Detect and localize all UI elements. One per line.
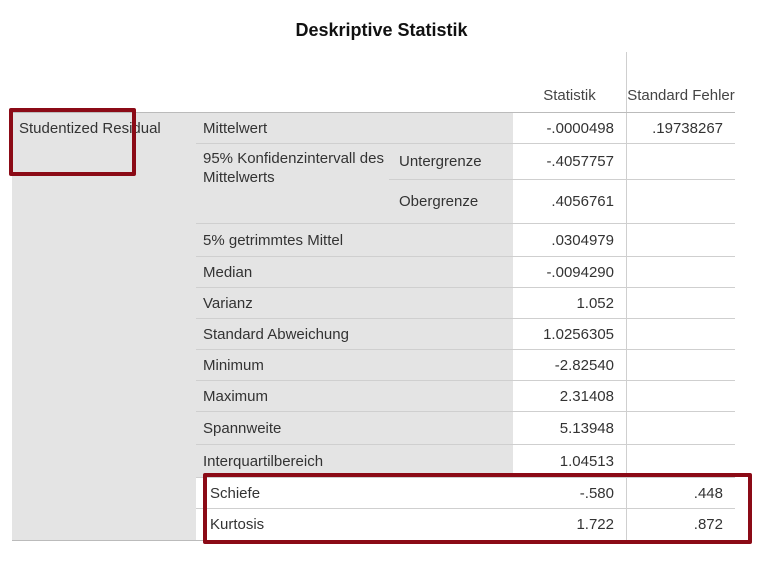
cell-stat-varianz: 1.052 — [513, 287, 626, 318]
cell-stat-mittelwert: -.0000498 — [513, 112, 626, 143]
cell-se-interquartilbereich — [626, 444, 735, 477]
cell-se-minimum — [626, 349, 735, 380]
table-bottom-rule — [12, 540, 735, 541]
header-statistik: Statistik — [513, 52, 626, 112]
cell-se-median — [626, 256, 735, 287]
cell-stat-kurtosis: 1.722 — [513, 508, 626, 540]
row-label-getrimmtes-mittel: 5% getrimmtes Mittel — [196, 223, 513, 256]
row-label-standard-abweichung: Standard Abweichung — [196, 318, 513, 349]
cell-stat-spannweite: 5.13948 — [513, 411, 626, 444]
header-standard-fehler: Standard Fehler — [626, 52, 735, 112]
row-label-konfidenzintervall: 95% Konfidenzintervall des Mittelwerts — [196, 143, 389, 223]
cell-se-obergrenze — [626, 179, 735, 223]
row-label-minimum: Minimum — [196, 349, 513, 380]
row-label-schiefe: Schiefe — [196, 477, 513, 508]
row-label-varianz: Varianz — [196, 287, 513, 318]
cell-se-getrimmtes-mittel — [626, 223, 735, 256]
cell-stat-interquartilbereich: 1.04513 — [513, 444, 626, 477]
cell-stat-getrimmtes-mittel: .0304979 — [513, 223, 626, 256]
row-label-untergrenze: Untergrenze — [389, 143, 513, 179]
cell-se-mittelwert: .19738267 — [626, 112, 735, 143]
row-label-median: Median — [196, 256, 513, 287]
cell-stat-median: -.0094290 — [513, 256, 626, 287]
table-title: Deskriptive Statistik — [295, 20, 468, 40]
cell-stat-maximum: 2.31408 — [513, 380, 626, 411]
cell-se-maximum — [626, 380, 735, 411]
cell-se-untergrenze — [626, 143, 735, 179]
row-label-interquartilbereich: Interquartilbereich — [196, 444, 513, 477]
row-label-kurtosis: Kurtosis — [196, 508, 513, 540]
cell-se-kurtosis: .872 — [626, 508, 735, 540]
cell-stat-minimum: -2.82540 — [513, 349, 626, 380]
row-label-mittelwert: Mittelwert — [196, 112, 513, 143]
cell-se-standard-abweichung — [626, 318, 735, 349]
cell-stat-untergrenze: -.4057757 — [513, 143, 626, 179]
row-label-spannweite: Spannweite — [196, 411, 513, 444]
row-label-obergrenze: Obergrenze — [389, 179, 513, 223]
cell-stat-standard-abweichung: 1.0256305 — [513, 318, 626, 349]
cell-stat-schiefe: -.580 — [513, 477, 626, 508]
cell-se-schiefe: .448 — [626, 477, 735, 508]
table-top-rule — [12, 112, 735, 113]
cell-stat-obergrenze: .4056761 — [513, 179, 626, 223]
cell-se-spannweite — [626, 411, 735, 444]
row-label-maximum: Maximum — [196, 380, 513, 411]
cell-se-varianz — [626, 287, 735, 318]
variable-label: Studentized Residual — [12, 112, 196, 540]
